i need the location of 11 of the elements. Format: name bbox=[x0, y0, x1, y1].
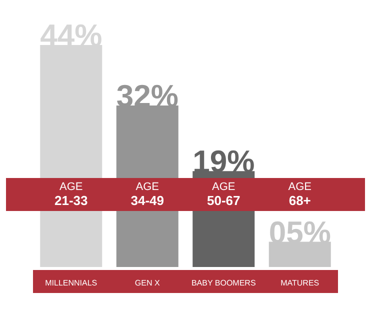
annotation: AGE 50-67 bbox=[206, 180, 242, 209]
x-tick-label: MATURES bbox=[280, 278, 320, 288]
annotation: AGE 68+ bbox=[287, 180, 312, 209]
annotation: AGE 34-49 bbox=[130, 180, 165, 209]
x-tick-label: MILLENNIALS bbox=[45, 278, 98, 288]
x-tick-label: BABY BOOMERS bbox=[191, 278, 256, 288]
x-tick-label: GEN X bbox=[134, 278, 160, 288]
data-label: 19% bbox=[192, 144, 255, 180]
annotation: AGE 21-33 bbox=[54, 180, 89, 209]
data-label: 05% bbox=[268, 214, 331, 250]
bar bbox=[268, 242, 331, 267]
